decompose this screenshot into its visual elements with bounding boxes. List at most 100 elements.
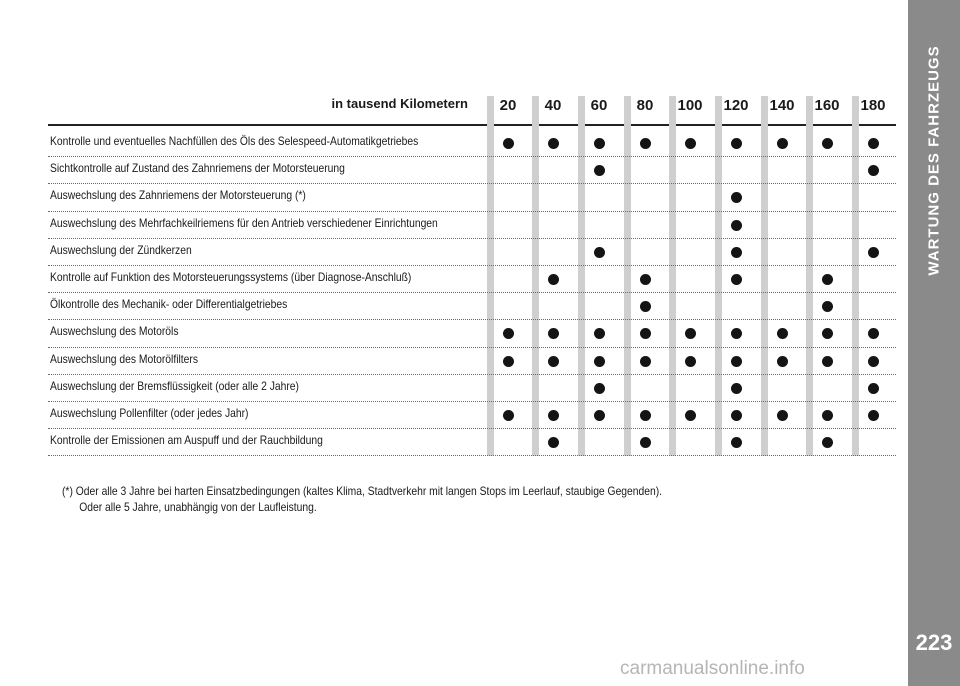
service-dot [639,355,651,367]
row-label: Auswechslung des Motoröls [50,324,179,339]
service-dot [502,410,514,421]
service-dot [639,301,651,313]
service-dot [730,138,742,149]
service-dot [730,328,742,340]
column-stripe [715,96,722,456]
service-dot [730,246,742,258]
service-dot [730,355,742,367]
km-header: 140 [769,97,795,114]
service-dot [547,328,559,340]
row-label: Auswechslung der Zündkerzen [50,242,192,257]
row-label: Kontrolle und eventuelles Nachfüllen des… [50,134,419,148]
row-label: Auswechslung Pollenfilter (oder jedes Ja… [50,406,249,420]
service-dot [593,328,605,340]
service-dot [593,165,605,177]
column-stripe [669,96,676,456]
service-dot [639,328,651,340]
service-dot [821,355,833,367]
service-dot [684,328,696,340]
service-dot [776,138,788,149]
row-label: Ölkontrolle des Mechanik- oder Different… [50,297,288,312]
row-divider [48,265,896,266]
service-dot [547,437,559,449]
service-dot [639,274,651,285]
service-dot [684,355,696,367]
footnote-line-2: Oder alle 5 Jahre, unabhängig von der La… [79,500,317,514]
service-dot [639,410,651,421]
service-dot [821,437,833,449]
service-dot [502,138,514,149]
service-dot [593,382,605,394]
page-number: 223 [915,630,953,655]
row-divider [48,346,896,348]
section-title: WARTUNG DES FAHRZEUGS [908,40,960,280]
service-dot [593,410,605,421]
service-dot [639,138,651,149]
row-divider [48,237,896,239]
service-dot [776,355,788,367]
service-dot [684,138,696,149]
section-sidebar [908,0,960,686]
row-label: Kontrolle der Emissionen am Auspuff und … [50,433,323,448]
service-dot [547,138,559,149]
row-divider [48,156,896,158]
service-dot [502,355,514,367]
service-dot [593,138,605,149]
service-dot [593,355,605,367]
km-header: 120 [723,97,749,114]
service-dot [821,138,833,149]
service-dot [730,410,742,421]
km-header: 60 [590,97,608,114]
service-dot [821,410,833,421]
service-dot [593,246,605,258]
service-dot [821,328,833,340]
km-header: 180 [860,97,886,114]
km-header: 100 [677,97,703,114]
service-dot [821,274,833,285]
column-stripe [761,96,768,456]
row-divider [48,428,896,430]
km-header: 80 [636,97,654,114]
row-divider [48,183,896,185]
service-dot [502,328,514,340]
service-dot [867,165,879,177]
service-dot [547,274,559,285]
service-dot [821,301,833,313]
footnote: (*) Oder alle 3 Jahre bei harten Einsatz… [62,483,662,515]
watermark: carmanualsonline.info [620,658,805,679]
footnote-line-1: (*) Oder alle 3 Jahre bei harten Einsatz… [62,484,663,498]
row-label: Sichtkontrolle auf Zustand des Zahnrieme… [50,161,345,176]
row-label: Auswechslung der Bremsflüssigkeit (oder … [50,378,299,393]
service-dot [867,328,879,340]
row-label: Kontrolle auf Funktion des Motorsteuerun… [50,270,412,284]
row-label: Auswechslung des Mehrfachkeilriemens für… [50,215,438,230]
column-stripe [578,96,585,456]
header-rule [48,124,896,126]
service-dot [730,219,742,231]
row-divider [48,401,896,402]
row-divider [48,455,896,457]
service-dot [867,410,879,421]
service-dot [867,382,879,394]
service-dot [867,138,879,149]
unit-label: in tausend Kilometern [331,96,468,111]
service-dot [730,382,742,394]
row-divider [48,373,896,375]
service-dot [684,410,696,421]
km-header: 20 [499,97,517,114]
row-label: Auswechslung des Motorölfilters [50,351,198,366]
km-header: 40 [544,97,562,114]
section-title-text: WARTUNG DES FAHRZEUGS [925,44,943,276]
column-stripe [852,96,859,456]
service-dot [776,328,788,340]
km-header: 160 [814,97,840,114]
column-stripe [532,96,539,456]
service-dot [867,246,879,258]
row-divider [48,210,896,212]
row-divider [48,319,896,321]
service-dot [776,410,788,421]
service-dot [730,437,742,449]
service-dot [730,274,742,285]
row-divider [48,292,896,294]
column-stripe [487,96,494,456]
